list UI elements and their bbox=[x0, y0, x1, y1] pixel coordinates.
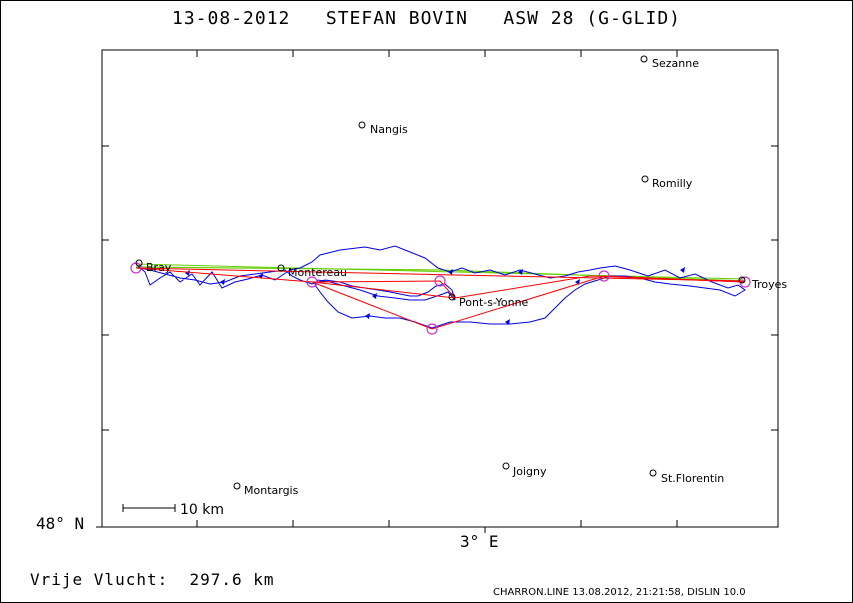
turnpoint-3 bbox=[434, 275, 446, 287]
town-marker bbox=[135, 259, 143, 267]
town-label: Nangis bbox=[370, 123, 408, 136]
turnpoint-5 bbox=[598, 270, 610, 282]
axis-ticks bbox=[96, 50, 778, 533]
town-marker bbox=[738, 276, 746, 284]
free-flight-distance: Vrije Vlucht: 297.6 km bbox=[30, 570, 275, 589]
town-marker bbox=[448, 293, 456, 301]
town-label: Romilly bbox=[652, 177, 693, 190]
file-info: CHARRON.LINE 13.08.2012, 21:21:58, DISLI… bbox=[493, 587, 746, 598]
map-frame bbox=[101, 49, 779, 528]
track-markers bbox=[185, 267, 685, 325]
gps-track bbox=[137, 245, 746, 329]
scale-bar-label: 10 km bbox=[180, 502, 224, 518]
turnpoint-4 bbox=[426, 323, 438, 335]
town-label: Sezanne bbox=[652, 57, 699, 70]
flight-title: 13-08-2012 STEFAN BOVIN ASW 28 (G-GLID) bbox=[172, 8, 681, 29]
turnpoints bbox=[130, 262, 751, 335]
town-marker bbox=[641, 175, 649, 183]
towns: Sezanne Nangis Romilly Bray Montereau Tr… bbox=[135, 55, 787, 497]
town-label: Montargis bbox=[244, 484, 299, 497]
town-marker bbox=[233, 482, 241, 490]
town-marker bbox=[277, 264, 285, 272]
turnpoint-2 bbox=[306, 276, 318, 288]
town-label: Joigny bbox=[512, 465, 547, 478]
town-label: Bray bbox=[146, 261, 172, 274]
free-flight-line-2 bbox=[135, 263, 746, 280]
town-label: Montereau bbox=[288, 266, 347, 279]
town-marker bbox=[502, 462, 510, 470]
town-label: St.Florentin bbox=[661, 472, 724, 485]
longitude-label: 3° E bbox=[460, 532, 499, 551]
town-label: Troyes bbox=[751, 278, 787, 291]
town-marker bbox=[358, 121, 366, 129]
scale-bar bbox=[122, 504, 176, 512]
town-label: Pont-s-Yonne bbox=[459, 296, 529, 309]
latitude-label: 48° N bbox=[36, 514, 85, 533]
town-marker bbox=[649, 469, 657, 477]
town-marker bbox=[640, 55, 648, 63]
